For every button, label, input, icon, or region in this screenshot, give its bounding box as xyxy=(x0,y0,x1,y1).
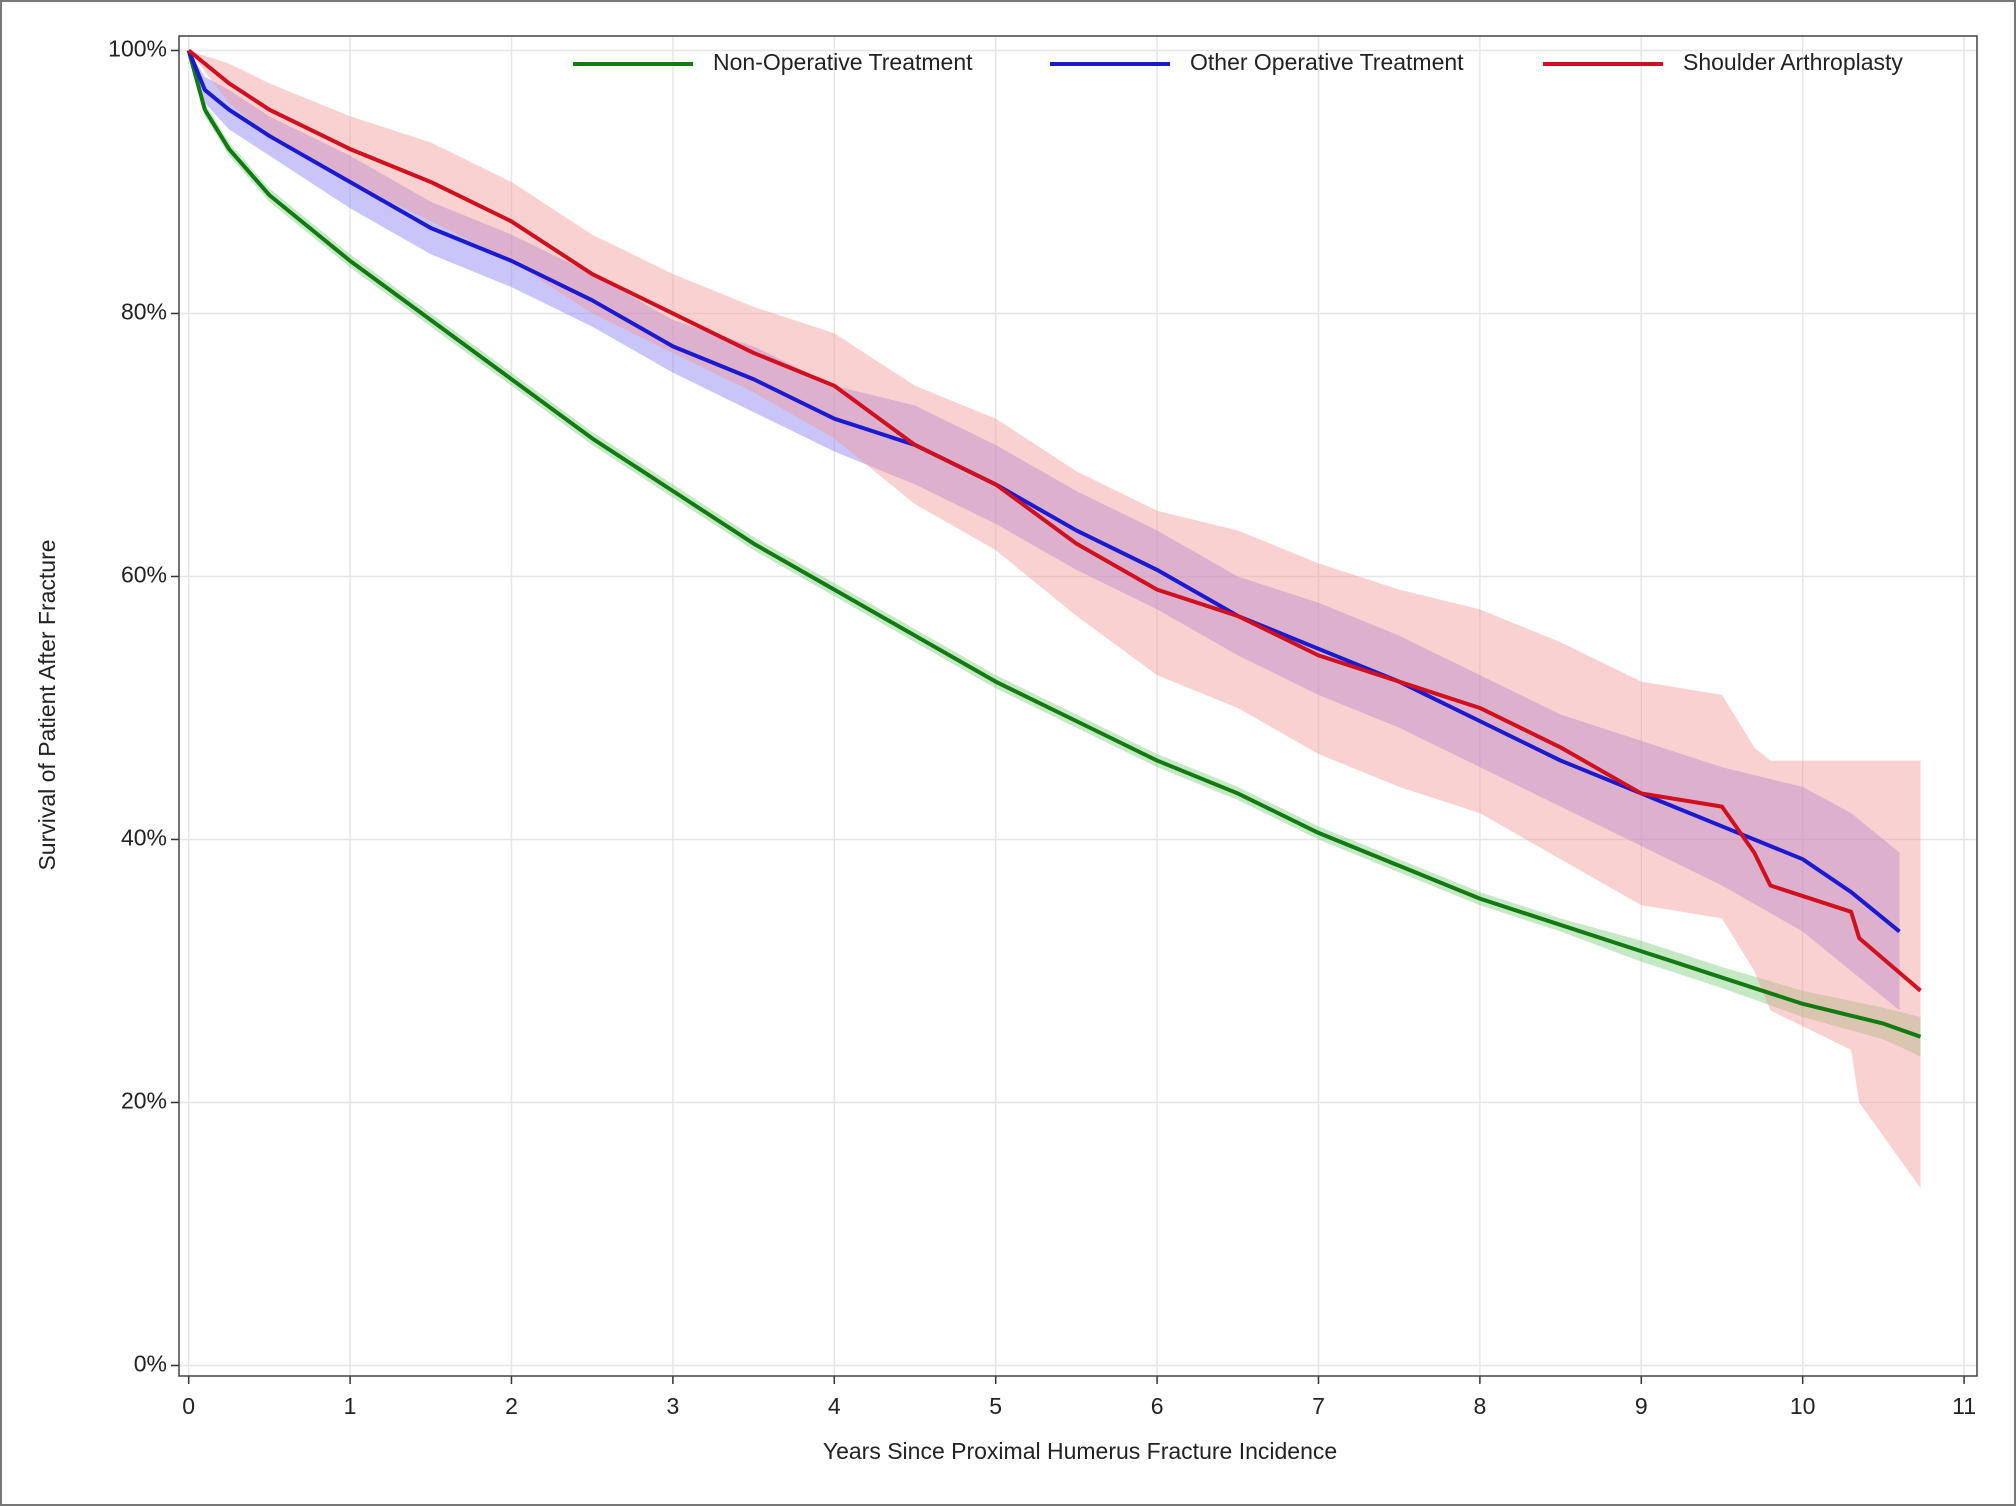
y-tick-label: 20% xyxy=(121,1088,167,1114)
y-tick-label: 40% xyxy=(121,825,167,851)
x-tick-label: 6 xyxy=(1151,1393,1164,1419)
x-tick-label: 7 xyxy=(1312,1393,1325,1419)
survival-line xyxy=(186,49,1922,1039)
x-tick-label: 8 xyxy=(1473,1393,1486,1419)
confidence-band xyxy=(188,50,1921,1188)
survival-line xyxy=(187,48,1922,993)
x-tick-label: 2 xyxy=(505,1393,518,1419)
plot-frame xyxy=(178,35,1978,1377)
y-tick-label: 60% xyxy=(121,562,167,588)
x-tick-label: 5 xyxy=(989,1393,1002,1419)
y-tick-label: 0% xyxy=(134,1351,167,1377)
x-tick-label: 10 xyxy=(1790,1393,1816,1419)
x-tick-label: 0 xyxy=(182,1393,195,1419)
x-tick-label: 4 xyxy=(828,1393,841,1419)
y-tick-label: 100% xyxy=(108,36,167,62)
x-tick-label: 9 xyxy=(1635,1393,1648,1419)
x-tick-label: 1 xyxy=(344,1393,357,1419)
legend-label: Other Operative Treatment xyxy=(1190,49,1464,75)
y-axis-label: Survival of Patient After Fracture xyxy=(34,539,60,870)
legend-label: Non-Operative Treatment xyxy=(713,49,973,75)
legend-label: Shoulder Arthroplasty xyxy=(1683,49,1903,75)
y-tick-label: 80% xyxy=(121,299,167,325)
x-axis-label: Years Since Proximal Humerus Fracture In… xyxy=(823,1438,1337,1464)
x-tick-label: 3 xyxy=(666,1393,679,1419)
x-tick-label: 11 xyxy=(1952,1393,1976,1419)
confidence-band xyxy=(188,50,1900,1011)
